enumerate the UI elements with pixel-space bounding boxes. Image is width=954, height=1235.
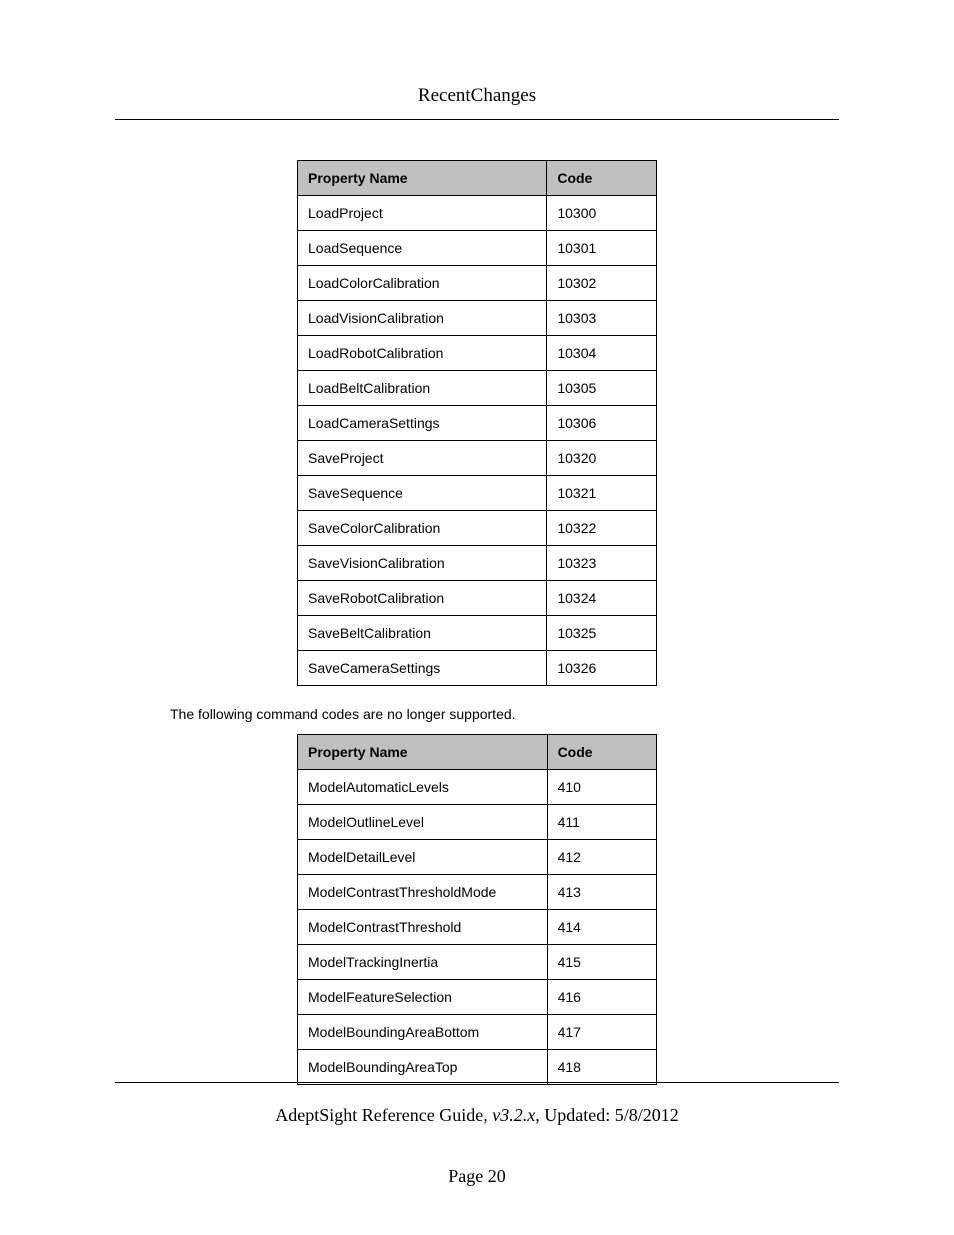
table-row: SaveVisionCalibration10323 <box>298 546 657 581</box>
table-row: ModelContrastThreshold414 <box>298 910 657 945</box>
table-row: ModelContrastThresholdMode413 <box>298 875 657 910</box>
cell-property-name: ModelOutlineLevel <box>298 805 548 840</box>
footer-text: AdeptSight Reference Guide, v3.2.x, Upda… <box>115 1105 839 1126</box>
table-row: SaveColorCalibration10322 <box>298 511 657 546</box>
cell-code: 10322 <box>547 511 657 546</box>
footer-rule <box>115 1082 839 1083</box>
page-number: Page 20 <box>115 1166 839 1187</box>
cell-property-name: ModelBoundingAreaTop <box>298 1050 548 1085</box>
table-row: LoadVisionCalibration10303 <box>298 301 657 336</box>
cell-property-name: SaveVisionCalibration <box>298 546 547 581</box>
unsupported-note: The following command codes are no longe… <box>170 706 839 722</box>
cell-code: 411 <box>547 805 656 840</box>
cell-code: 10325 <box>547 616 657 651</box>
header-rule <box>115 119 839 120</box>
column-header-property-name: Property Name <box>298 735 548 770</box>
table-row: LoadCameraSettings10306 <box>298 406 657 441</box>
table-row: SaveCameraSettings10326 <box>298 651 657 686</box>
table-row: SaveProject10320 <box>298 441 657 476</box>
cell-property-name: ModelAutomaticLevels <box>298 770 548 805</box>
footer-updated: , Updated: 5/8/2012 <box>535 1105 678 1125</box>
cell-property-name: ModelFeatureSelection <box>298 980 548 1015</box>
table-row: LoadSequence10301 <box>298 231 657 266</box>
column-header-code: Code <box>547 161 657 196</box>
cell-code: 410 <box>547 770 656 805</box>
cell-property-name: SaveProject <box>298 441 547 476</box>
cell-property-name: LoadProject <box>298 196 547 231</box>
cell-code: 10304 <box>547 336 657 371</box>
property-code-table-2: Property Name Code ModelAutomaticLevels4… <box>297 734 657 1085</box>
table-row: ModelDetailLevel412 <box>298 840 657 875</box>
table-header-row: Property Name Code <box>298 735 657 770</box>
cell-code: 10303 <box>547 301 657 336</box>
cell-code: 10320 <box>547 441 657 476</box>
cell-code: 10301 <box>547 231 657 266</box>
table-row: LoadBeltCalibration10305 <box>298 371 657 406</box>
table-row: ModelBoundingAreaBottom417 <box>298 1015 657 1050</box>
cell-property-name: LoadRobotCalibration <box>298 336 547 371</box>
cell-code: 10321 <box>547 476 657 511</box>
table-row: ModelFeatureSelection416 <box>298 980 657 1015</box>
table-row: LoadProject10300 <box>298 196 657 231</box>
column-header-property-name: Property Name <box>298 161 547 196</box>
footer-version: , v3.2.x <box>483 1105 535 1125</box>
cell-property-name: LoadVisionCalibration <box>298 301 547 336</box>
table-row: SaveRobotCalibration10324 <box>298 581 657 616</box>
cell-code: 413 <box>547 875 656 910</box>
table-row: LoadColorCalibration10302 <box>298 266 657 301</box>
cell-property-name: LoadColorCalibration <box>298 266 547 301</box>
table-row: ModelOutlineLevel411 <box>298 805 657 840</box>
table-row: SaveBeltCalibration10325 <box>298 616 657 651</box>
cell-property-name: SaveBeltCalibration <box>298 616 547 651</box>
cell-property-name: ModelContrastThresholdMode <box>298 875 548 910</box>
cell-property-name: ModelContrastThreshold <box>298 910 548 945</box>
cell-property-name: LoadCameraSettings <box>298 406 547 441</box>
cell-property-name: ModelTrackingInertia <box>298 945 548 980</box>
cell-code: 10305 <box>547 371 657 406</box>
cell-property-name: SaveColorCalibration <box>298 511 547 546</box>
cell-property-name: LoadBeltCalibration <box>298 371 547 406</box>
column-header-code: Code <box>547 735 656 770</box>
cell-code: 10323 <box>547 546 657 581</box>
cell-code: 10300 <box>547 196 657 231</box>
page-header-title: RecentChanges <box>115 85 839 119</box>
cell-code: 414 <box>547 910 656 945</box>
cell-property-name: ModelDetailLevel <box>298 840 548 875</box>
cell-code: 417 <box>547 1015 656 1050</box>
cell-code: 10324 <box>547 581 657 616</box>
table-row: ModelAutomaticLevels410 <box>298 770 657 805</box>
table-row: ModelBoundingAreaTop418 <box>298 1050 657 1085</box>
footer-guide: AdeptSight Reference Guide <box>275 1105 483 1125</box>
table-row: LoadRobotCalibration10304 <box>298 336 657 371</box>
cell-property-name: LoadSequence <box>298 231 547 266</box>
table-row: SaveSequence10321 <box>298 476 657 511</box>
cell-code: 10302 <box>547 266 657 301</box>
cell-code: 10306 <box>547 406 657 441</box>
cell-code: 10326 <box>547 651 657 686</box>
table-header-row: Property Name Code <box>298 161 657 196</box>
cell-code: 415 <box>547 945 656 980</box>
cell-property-name: SaveCameraSettings <box>298 651 547 686</box>
cell-code: 412 <box>547 840 656 875</box>
cell-property-name: SaveSequence <box>298 476 547 511</box>
property-code-table-1: Property Name Code LoadProject10300LoadS… <box>297 160 657 686</box>
cell-property-name: ModelBoundingAreaBottom <box>298 1015 548 1050</box>
cell-code: 416 <box>547 980 656 1015</box>
cell-code: 418 <box>547 1050 656 1085</box>
cell-property-name: SaveRobotCalibration <box>298 581 547 616</box>
table-row: ModelTrackingInertia415 <box>298 945 657 980</box>
